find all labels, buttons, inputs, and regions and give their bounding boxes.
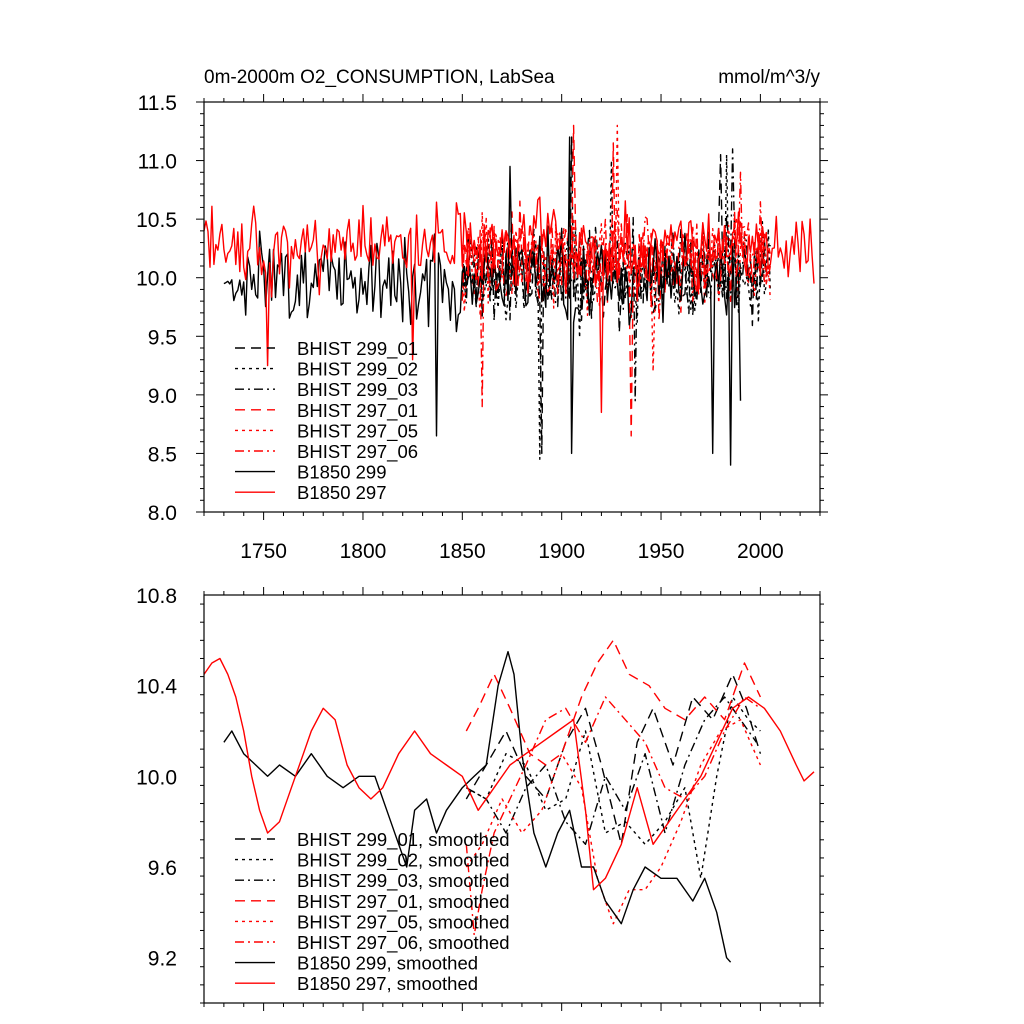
legend-label: BHIST 299_02, smoothed [297,850,510,872]
legend-label: B1850 299 [297,462,387,483]
x-tick-label: 1850 [439,540,486,563]
series-line-7 [223,136,742,466]
legend-label: BHIST 297_06 [297,441,418,463]
y-tick-label: 11.0 [138,151,177,174]
legend-label: B1850 297, smoothed [297,973,478,994]
legend-label: BHIST 297_01 [297,400,418,422]
series-group [204,124,815,466]
series-line-5 [461,124,771,373]
series-line-1 [465,673,762,845]
y-tick-label: 10.5 [136,209,177,232]
top-panel: 1750 1800 1850 1900 1950 2000 8.0 8.5 9.0 9.5 10.0… [136,67,828,563]
legend-label: BHIST 299_02 [297,359,418,381]
y-tick-label: 10.4 [136,676,177,699]
x-tick-label: 1750 [240,540,287,563]
y-tick-label: 8.0 [148,502,177,525]
legend-label: BHIST 299_01 [297,338,418,360]
plot-frame [203,594,821,1004]
series-line-2 [461,154,771,460]
series-line-5 [465,719,762,925]
y-tick-label: 8.5 [148,443,177,466]
y-tick-label: 10.0 [136,268,177,291]
y-tick-label: 11.5 [138,92,177,115]
units-label: mmol/m^3/y [718,67,820,88]
legend-label: BHIST 299_03 [297,379,418,401]
chart-title: 0m-2000m O2_CONSUMPTION, LabSea [204,67,555,88]
y-tick-label: 10.8 [136,585,177,608]
series-line-8 [204,657,815,891]
legend-label: B1850 297 [297,482,387,503]
x-tick-label: 1800 [340,540,387,563]
bottom-panel: 9.2 9.6 10.0 10.4 10.8 BHIST 299_01, smoothed… [136,585,824,1011]
x-tick-label: 1950 [638,540,685,563]
series-line-7 [223,651,732,963]
series-line-6 [465,696,761,936]
y-tick-label: 9.0 [148,385,177,408]
legend-label: BHIST 299_03, smoothed [297,870,510,892]
series-group [204,639,815,963]
legend-label: BHIST 297_05 [297,420,418,442]
series-line-8 [204,196,815,414]
legend-label: B1850 299, smoothed [297,953,478,974]
legend-label: BHIST 297_06, smoothed [297,932,510,954]
legend-label: BHIST 299_01, smoothed [297,829,510,851]
x-tick-label: 2000 [737,540,784,563]
y-tick-label: 10.0 [136,766,177,789]
plot-frame [203,101,821,513]
y-tick-label: 9.5 [148,326,177,349]
x-tick-label: 1900 [538,540,585,563]
series-line-3 [465,696,757,845]
y-tick-label: 9.2 [148,948,177,971]
legend-label: BHIST 297_05, smoothed [297,911,510,933]
y-tick-label: 9.6 [148,857,177,880]
legend-label: BHIST 297_01, smoothed [297,891,510,913]
series-line-2 [465,696,761,879]
